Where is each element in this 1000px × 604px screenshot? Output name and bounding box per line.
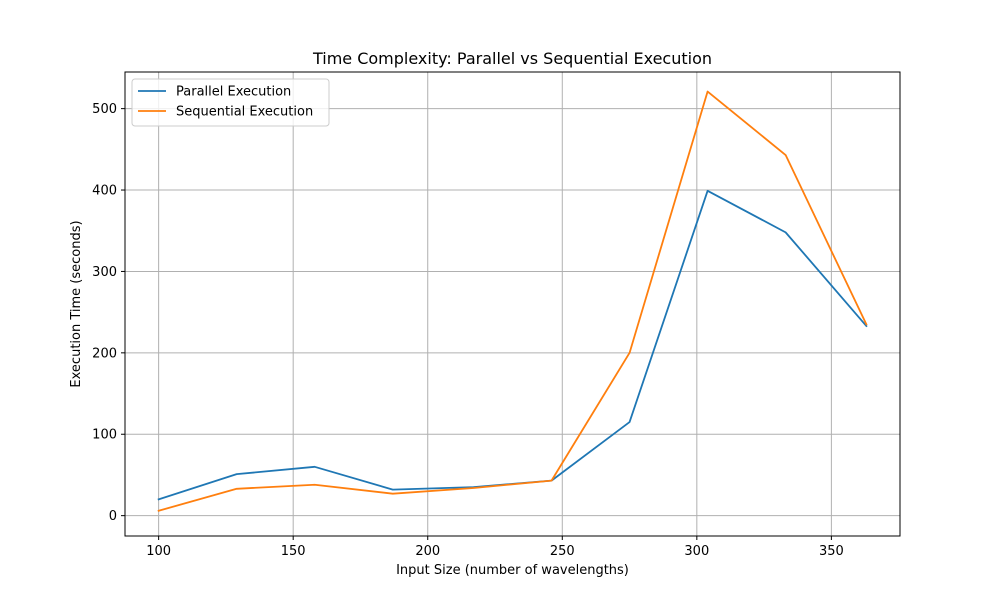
legend: Parallel Execution Sequential Execution: [131, 78, 330, 127]
plot-frame: [124, 71, 901, 537]
x-tick-label: 250: [550, 544, 575, 559]
y-tick-label: 100: [92, 428, 117, 443]
x-axis-label: Input Size (number of wavelengths): [396, 563, 629, 578]
grid: [125, 72, 900, 536]
y-axis-label: Execution Time (seconds): [69, 220, 84, 387]
x-tick-label: 200: [415, 544, 440, 559]
series-lines: [157, 90, 868, 512]
x-tick-label: 300: [684, 544, 709, 559]
y-tick-label: 200: [92, 346, 117, 361]
x-tick-label: 150: [281, 544, 306, 559]
y-tick-label: 0: [109, 509, 117, 524]
legend-label-parallel: Parallel Execution: [176, 85, 291, 100]
legend-label-sequential: Sequential Execution: [176, 105, 313, 120]
x-tick-label: 100: [146, 544, 171, 559]
series-line-sequential: [157, 90, 868, 512]
x-tick-label: 350: [819, 544, 844, 559]
y-axis-ticks: 0 100 200 300 400 500: [92, 102, 125, 524]
chart-title: Time Complexity: Parallel vs Sequential …: [312, 49, 712, 68]
x-axis-ticks: 100 150 200 250 300 350: [146, 536, 844, 559]
legend-box: [131, 78, 330, 127]
y-tick-label: 400: [92, 184, 117, 199]
y-tick-label: 500: [92, 102, 117, 117]
y-tick-label: 300: [92, 265, 117, 280]
